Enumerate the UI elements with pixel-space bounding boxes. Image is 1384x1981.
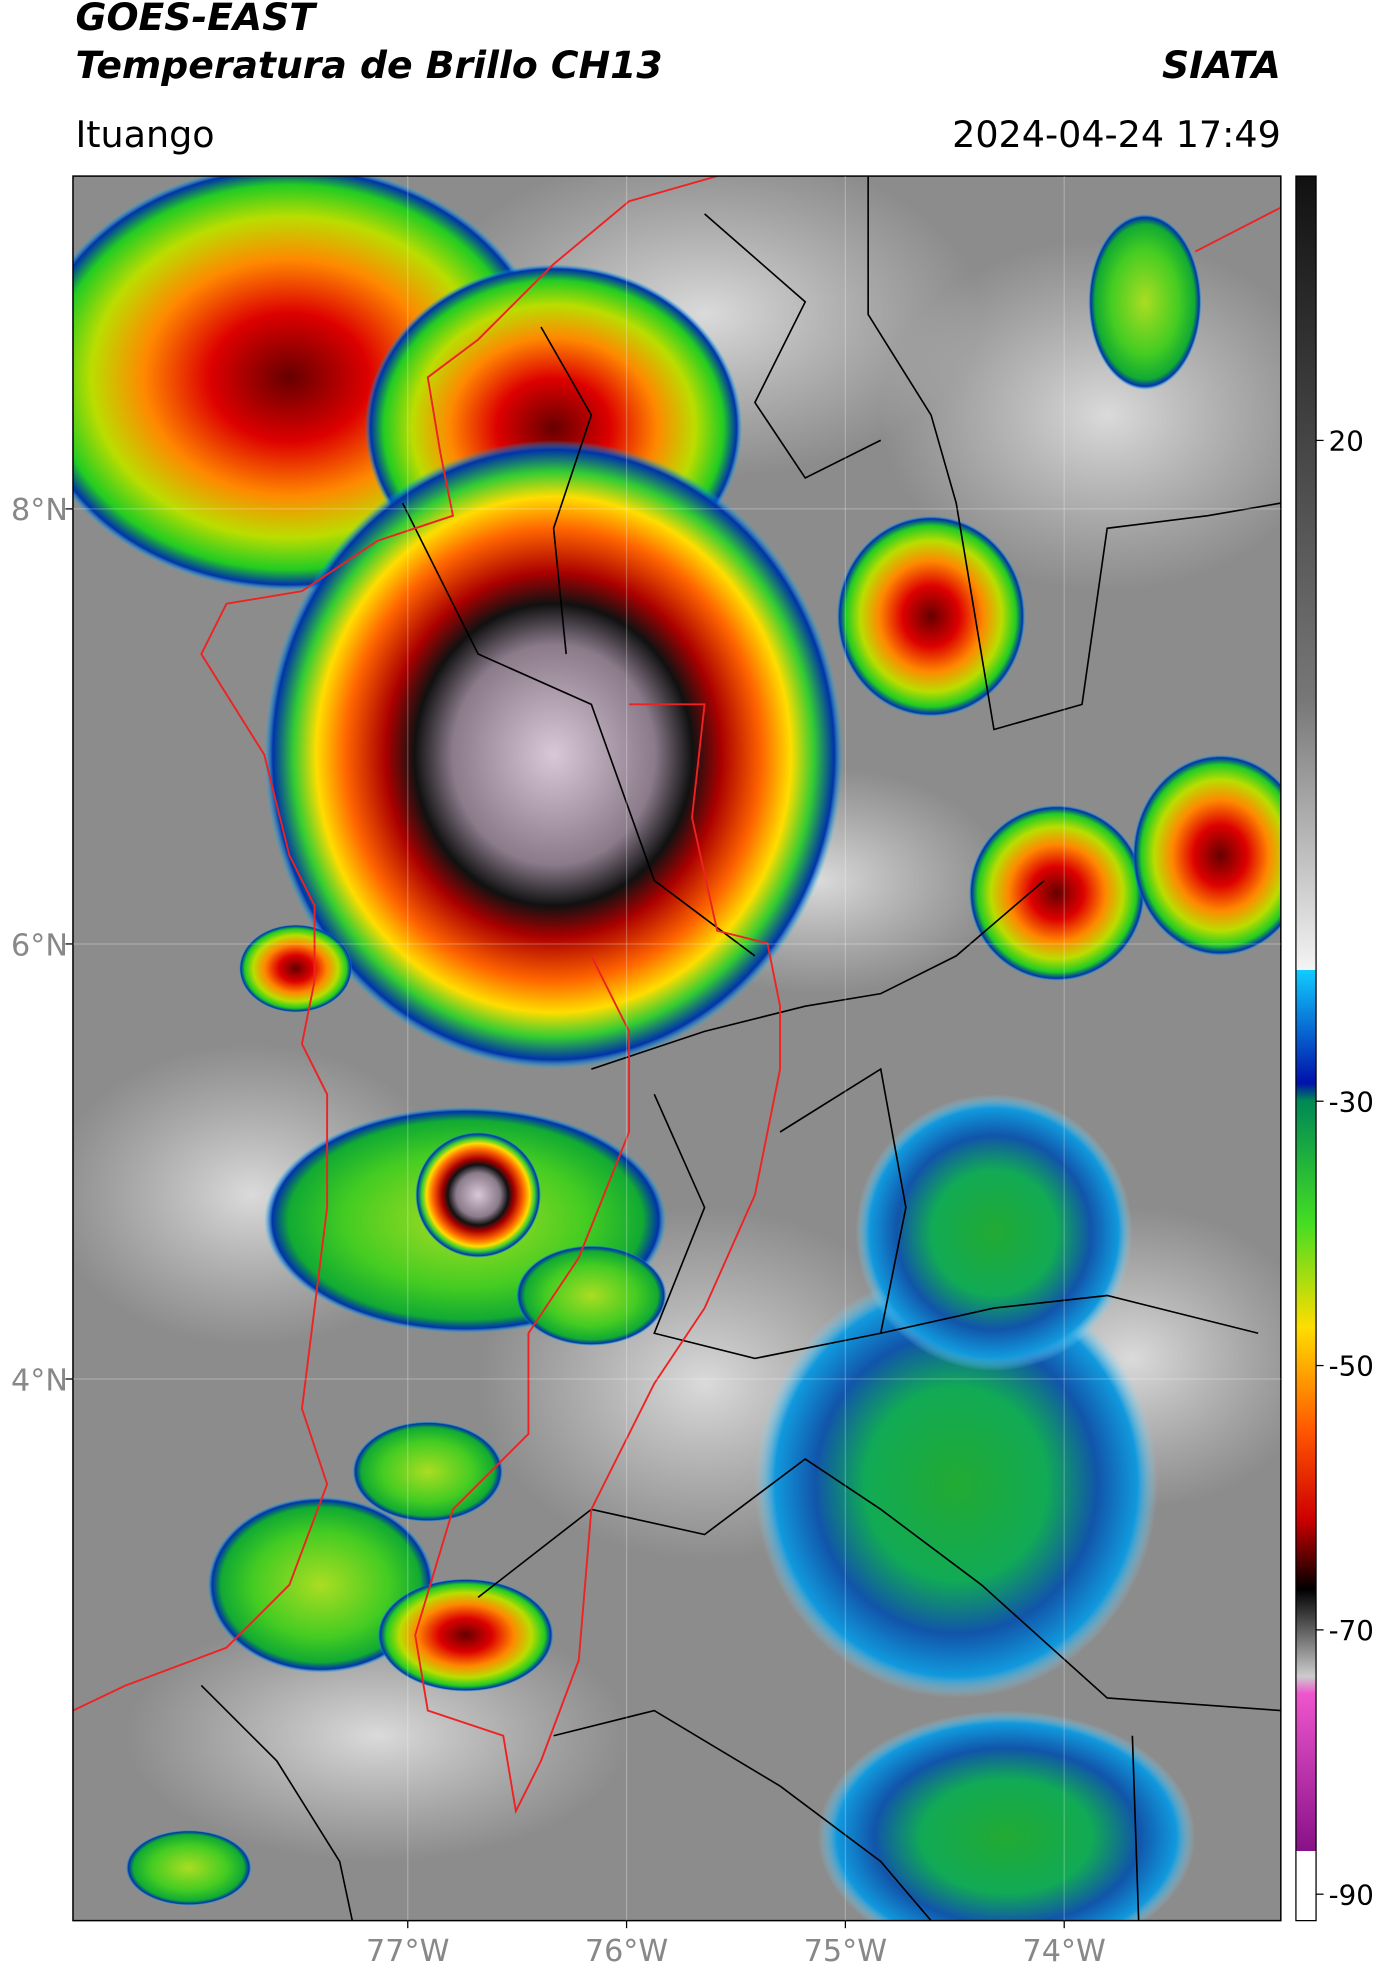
x-tick-label: 74°W <box>1023 1934 1106 1969</box>
y-tick-label: 6°N <box>11 928 68 963</box>
subtitle: Temperatura de Brillo CH13 <box>75 43 662 87</box>
colorbar <box>1295 175 1317 1922</box>
colorbar-tick-label: -90 <box>1329 1878 1374 1911</box>
agency: SIATA <box>1162 43 1281 87</box>
ticks: 77°W 76°W 75°W 74°W 4°N 6°N 8°N 20 -30 -50 -70 -90 <box>11 176 1374 1969</box>
colorbar-tick-label: 20 <box>1329 424 1364 457</box>
colorbar-tick-label: -50 <box>1329 1350 1374 1383</box>
x-tick-label: 75°W <box>804 1934 887 1969</box>
location: Ituango <box>75 113 214 156</box>
x-tick-label: 76°W <box>585 1934 668 1969</box>
x-tick-label: 77°W <box>366 1934 449 1969</box>
colorbar-tick-label: -70 <box>1329 1614 1374 1647</box>
map-frame <box>72 175 1282 1922</box>
y-tick-label: 8°N <box>11 493 68 528</box>
colorbar-tick-label: -30 <box>1329 1085 1374 1118</box>
timestamp: 2024-04-24 17:49 <box>952 113 1281 156</box>
title: GOES-EAST <box>75 0 318 39</box>
satellite-image <box>72 176 1281 1921</box>
y-tick-label: 4°N <box>11 1363 68 1398</box>
